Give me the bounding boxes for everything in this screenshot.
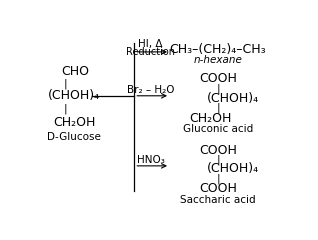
Text: Saccharic acid: Saccharic acid	[180, 195, 256, 205]
Text: n-hexane: n-hexane	[194, 55, 242, 65]
Text: Reduction: Reduction	[126, 47, 175, 57]
Text: CHO: CHO	[61, 65, 89, 78]
Text: |: |	[216, 155, 220, 165]
Text: CH₂OH: CH₂OH	[53, 116, 95, 129]
Text: COOH: COOH	[199, 144, 237, 157]
Text: |: |	[216, 84, 220, 94]
Text: D-Glucose: D-Glucose	[47, 132, 101, 142]
Text: Br₂ – H₂O: Br₂ – H₂O	[127, 85, 174, 95]
Text: Gluconic acid: Gluconic acid	[183, 124, 253, 134]
Text: |: |	[216, 103, 220, 113]
Text: (CHOH)₄: (CHOH)₄	[47, 89, 100, 102]
Text: HI, Δ: HI, Δ	[138, 39, 163, 49]
Text: |: |	[216, 174, 220, 184]
Text: COOH: COOH	[199, 182, 237, 195]
Text: COOH: COOH	[199, 72, 237, 85]
Text: |: |	[64, 79, 67, 90]
Text: (CHOH)₄: (CHOH)₄	[206, 162, 259, 175]
Text: |: |	[64, 104, 67, 114]
Text: CH₃–(CH₂)₄–CH₃: CH₃–(CH₂)₄–CH₃	[170, 43, 266, 56]
Text: HNO₃: HNO₃	[137, 155, 164, 165]
Text: CH₂OH: CH₂OH	[189, 112, 232, 125]
Text: (CHOH)₄: (CHOH)₄	[206, 92, 259, 105]
